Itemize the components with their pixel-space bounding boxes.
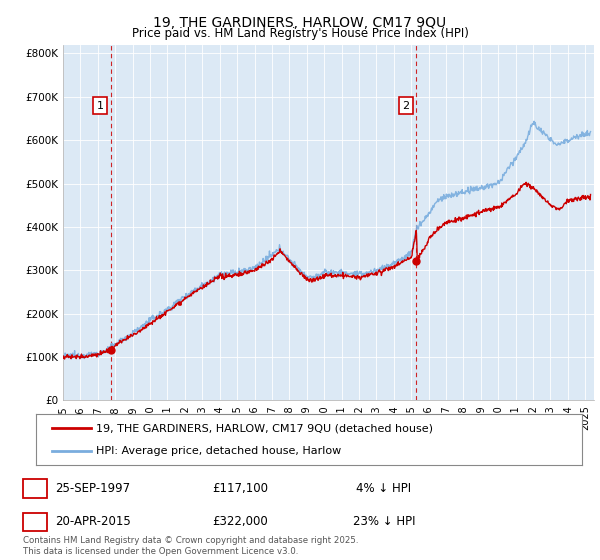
Text: 2: 2 <box>403 100 410 110</box>
Text: 23% ↓ HPI: 23% ↓ HPI <box>353 515 415 529</box>
Text: 20-APR-2015: 20-APR-2015 <box>55 515 131 529</box>
Text: 19, THE GARDINERS, HARLOW, CM17 9QU (detached house): 19, THE GARDINERS, HARLOW, CM17 9QU (det… <box>96 423 433 433</box>
Text: 2: 2 <box>31 515 39 529</box>
Text: Contains HM Land Registry data © Crown copyright and database right 2025.
This d: Contains HM Land Registry data © Crown c… <box>23 536 358 556</box>
Text: 25-SEP-1997: 25-SEP-1997 <box>55 482 131 495</box>
Text: 1: 1 <box>97 100 104 110</box>
Text: HPI: Average price, detached house, Harlow: HPI: Average price, detached house, Harl… <box>96 446 341 456</box>
Text: 19, THE GARDINERS, HARLOW, CM17 9QU: 19, THE GARDINERS, HARLOW, CM17 9QU <box>154 16 446 30</box>
Text: £117,100: £117,100 <box>212 482 268 495</box>
Text: 1: 1 <box>31 482 39 495</box>
Text: Price paid vs. HM Land Registry's House Price Index (HPI): Price paid vs. HM Land Registry's House … <box>131 27 469 40</box>
Text: £322,000: £322,000 <box>212 515 268 529</box>
Text: 4% ↓ HPI: 4% ↓ HPI <box>356 482 412 495</box>
